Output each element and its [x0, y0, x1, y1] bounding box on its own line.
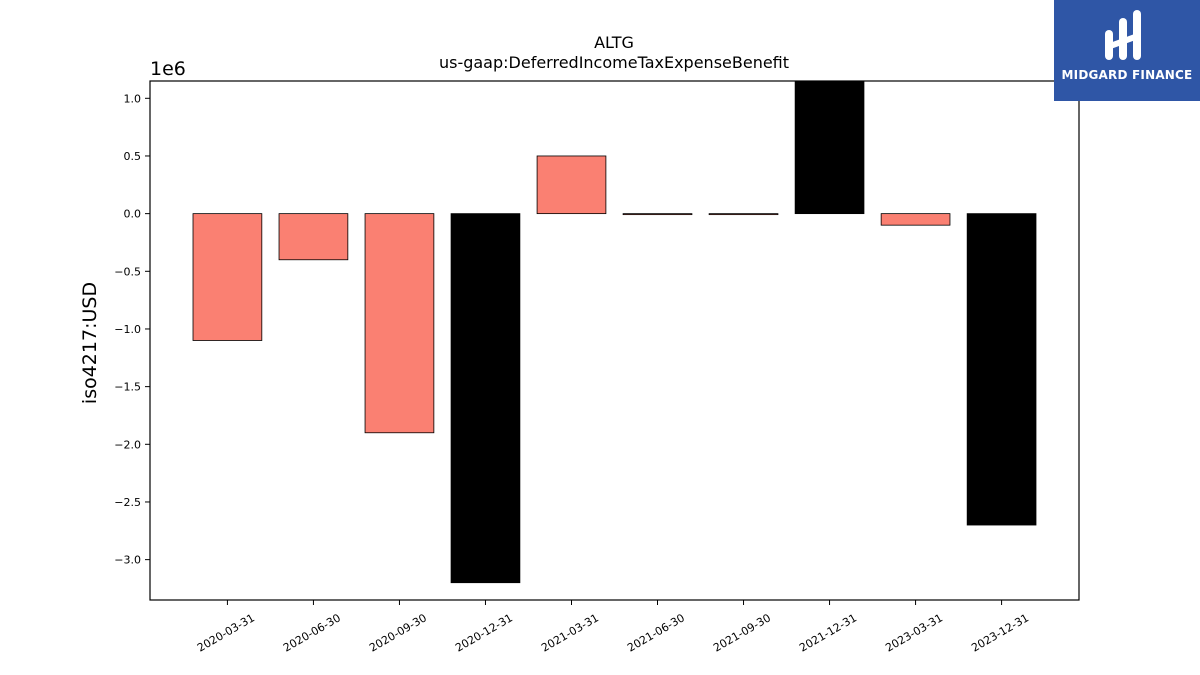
y-tick-label: 0.0 — [124, 208, 142, 221]
x-tick-label: 2021-06-30 — [625, 611, 687, 654]
y-ticks-group: 1.0 0.5 0.0 −0.5 −1.0 −1.5 −2.0 −2.5 −3.0 — [114, 92, 150, 567]
x-tick-label: 2020-09-30 — [367, 611, 429, 654]
bar-2021-09-30 — [708, 213, 779, 216]
bar-2020-09-30 — [364, 213, 435, 434]
y-tick-label: −1.0 — [114, 323, 141, 336]
x-tick-label: 2023-12-31 — [969, 611, 1031, 654]
y-tick-label: 0.5 — [124, 150, 142, 163]
chart-subtitle: us-gaap:DeferredIncomeTaxExpenseBenefit — [439, 53, 789, 72]
midgard-finance-logo: MIDGARD FINANCE — [1054, 0, 1200, 101]
bar-2021-06-30 — [622, 213, 693, 216]
y-axis-label: iso4217:USD — [79, 282, 101, 404]
x-ticks-group: 2020-03-31 2020-06-30 2020-09-30 2020-12-31… — [195, 600, 1031, 655]
bar-2020-06-30 — [278, 213, 349, 261]
x-tick-label: 2020-12-31 — [453, 611, 515, 654]
bar-2023-03-31 — [880, 213, 951, 226]
x-tick-label: 2021-12-31 — [797, 611, 859, 654]
midgard-logo-icon — [1105, 10, 1141, 60]
x-tick-label: 2023-03-31 — [883, 611, 945, 654]
bars-group — [192, 80, 1037, 584]
x-tick-label: 2021-09-30 — [711, 611, 773, 654]
plot-frame — [149, 80, 1080, 601]
bar-2020-03-31 — [192, 213, 263, 341]
y-tick-label: 1.0 — [124, 92, 142, 105]
bar-2021-12-31 — [794, 80, 865, 215]
y-tick-label: −2.0 — [114, 438, 141, 451]
bar-2020-12-31 — [450, 213, 521, 584]
chart-title: ALTG — [594, 33, 634, 52]
y-tick-label: −3.0 — [114, 554, 141, 567]
x-tick-label: 2021-03-31 — [539, 611, 601, 654]
y-tick-label: −2.5 — [114, 496, 141, 509]
bar-2021-03-31 — [536, 155, 607, 215]
x-tick-label: 2020-03-31 — [195, 611, 257, 654]
bar-2023-12-31 — [966, 213, 1037, 526]
y-offset-label: 1e6 — [150, 58, 186, 80]
x-tick-label: 2020-06-30 — [281, 611, 343, 654]
y-tick-label: −1.5 — [114, 381, 141, 394]
y-tick-label: −0.5 — [114, 265, 141, 278]
logo-text: MIDGARD FINANCE — [1061, 68, 1193, 82]
